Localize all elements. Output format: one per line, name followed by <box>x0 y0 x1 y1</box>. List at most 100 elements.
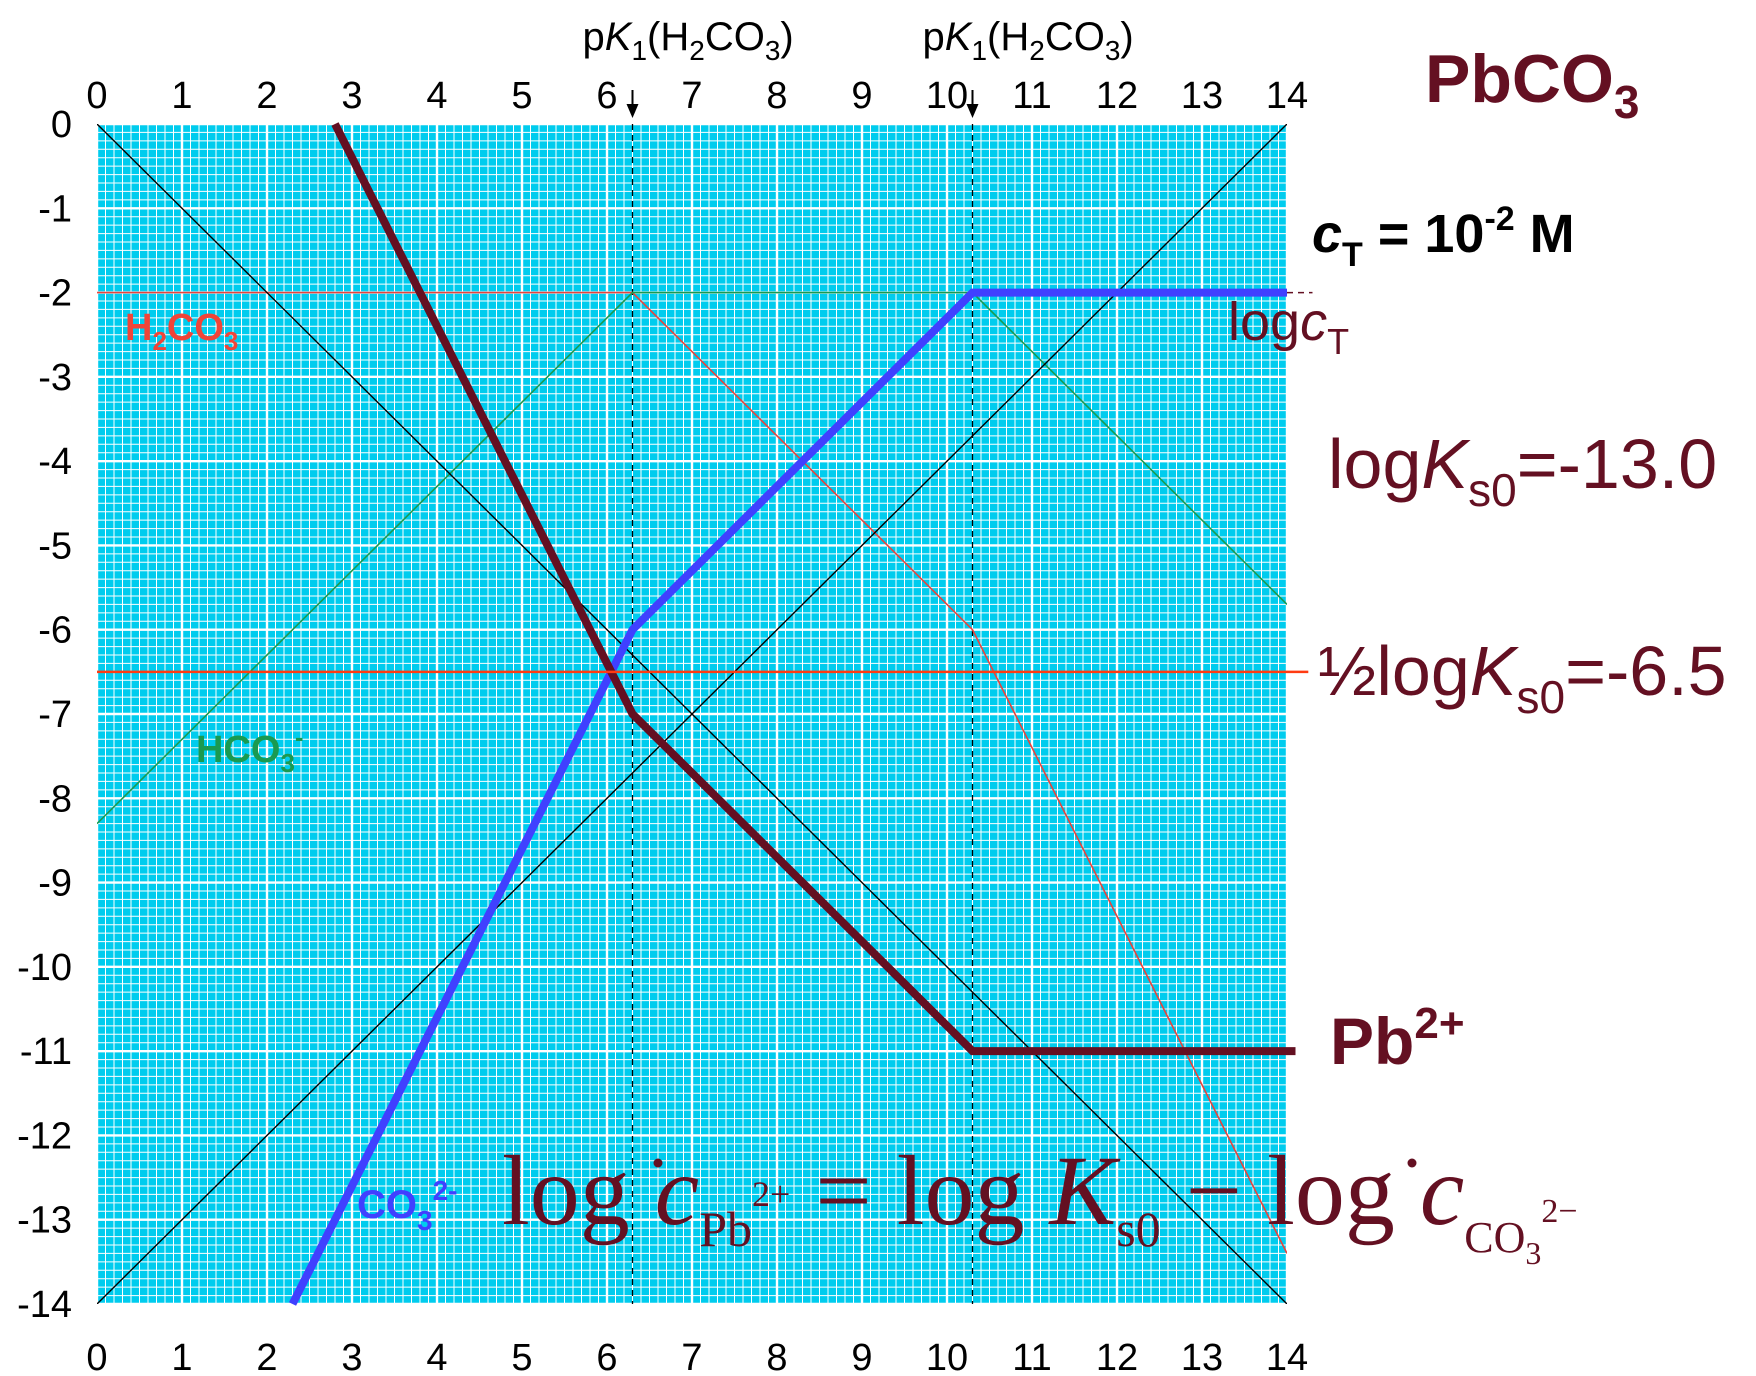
y-tick: -3 <box>38 357 72 399</box>
x-tick-bottom: 10 <box>926 1337 968 1376</box>
pk-label-part: 3 <box>1105 35 1121 66</box>
chart-title-main: PbCO <box>1425 41 1614 117</box>
x-tick-top: 8 <box>766 75 787 117</box>
axis-ticks: 0011223344556677889910101111121213131414… <box>17 75 1308 1376</box>
log-ks0-sub: s0 <box>1468 464 1517 516</box>
y-tick: -2 <box>38 273 72 315</box>
x-tick-bottom: 13 <box>1181 1337 1223 1376</box>
eq-sub2b: 3 <box>1525 1235 1541 1271</box>
x-tick-bottom: 8 <box>766 1337 787 1376</box>
x-tick-bottom: 4 <box>426 1337 447 1376</box>
pk-label-part: CO <box>1045 15 1105 59</box>
x-tick-bottom: 3 <box>341 1337 362 1376</box>
log-ct-label: logcT <box>1228 292 1349 362</box>
log-ks0-log: log <box>1328 425 1421 503</box>
y-tick: -7 <box>38 694 72 736</box>
y-tick: -10 <box>17 947 72 989</box>
log-ks0-label: logKs0=-13.0 <box>1328 425 1717 516</box>
ct-label: cT = 10-2 M <box>1312 200 1575 274</box>
y-tick: -12 <box>17 1115 72 1157</box>
pk-label-part: 3 <box>765 35 781 66</box>
hco3-sub: 3 <box>280 748 294 778</box>
co3-sup: 2- <box>433 1175 458 1206</box>
y-tick: -4 <box>38 441 72 483</box>
pb-sup: 2+ <box>1414 999 1464 1048</box>
x-tick-bottom: 9 <box>851 1337 872 1376</box>
pk-label-part: 2 <box>689 35 705 66</box>
co3-main: CO <box>357 1183 417 1227</box>
series-lines <box>97 122 1313 1306</box>
x-tick-top: 10 <box>926 75 968 117</box>
y-tick: -14 <box>17 1284 72 1326</box>
x-tick-bottom: 14 <box>1266 1337 1308 1376</box>
hco3-sup: - <box>295 722 304 752</box>
series-line-hco3- <box>97 291 1287 825</box>
chart-title: PbCO3 <box>1425 41 1640 128</box>
eq-k: K <box>1048 1135 1121 1246</box>
ct-c: c <box>1312 204 1342 264</box>
h2co3-sub2: 3 <box>224 326 238 356</box>
pk-arrow-head <box>966 104 979 118</box>
x-tick-bottom: 1 <box>171 1337 192 1376</box>
x-tick-bottom: 12 <box>1096 1337 1138 1376</box>
ct-eq: = 10 <box>1363 204 1485 264</box>
x-tick-top: 0 <box>86 75 107 117</box>
eq-sub1: Pb <box>699 1201 752 1257</box>
pk-label-part: ) <box>780 15 793 59</box>
pb-main: Pb <box>1330 1004 1414 1078</box>
eq-log3: − log <box>1161 1135 1420 1246</box>
x-tick-bottom: 0 <box>86 1337 107 1376</box>
pk-label-part: (H <box>987 15 1029 59</box>
pk-label-part: ) <box>1120 15 1133 59</box>
eq-c1: c <box>655 1135 699 1246</box>
series-line-co3-2- <box>288 288 1287 1306</box>
series-line-log-oh- <box>97 124 1287 1304</box>
eq-log1: log <box>502 1135 655 1246</box>
eq-c2: c <box>1420 1135 1464 1246</box>
h2co3-co: CO <box>167 307 224 349</box>
pk-label-part: 1 <box>631 35 647 66</box>
pk-label-part: (H <box>647 15 689 59</box>
half-log-ks0-value: =-6.5 <box>1565 632 1727 710</box>
pk-label-part: 2 <box>1029 35 1045 66</box>
x-tick-top: 1 <box>171 75 192 117</box>
log-ks0-value: =-13.0 <box>1517 425 1717 503</box>
co3-series-label: CO32- <box>357 1175 457 1236</box>
y-tick: -6 <box>38 610 72 652</box>
series-line-pb2- <box>331 122 1296 1056</box>
log-ct-sub: T <box>1327 321 1349 362</box>
x-tick-top: 2 <box>256 75 277 117</box>
eq-dot-1 <box>653 1158 663 1168</box>
x-tick-top: 4 <box>426 75 447 117</box>
half-log-ks0-k: K <box>1470 632 1520 710</box>
pk-label-part: CO <box>705 15 765 59</box>
x-tick-bottom: 5 <box>511 1337 532 1376</box>
h2co3-h: H <box>125 307 152 349</box>
ct-sup: -2 <box>1484 200 1514 238</box>
hco3-series-label: HCO3- <box>196 722 304 778</box>
half-log-ks0-half: ½log <box>1318 632 1470 710</box>
x-tick-bottom: 11 <box>1012 1337 1051 1376</box>
h2co3-sub: 2 <box>152 326 166 356</box>
ct-unit: M <box>1515 204 1575 264</box>
log-ct-log: log <box>1228 292 1300 352</box>
x-tick-top: 11 <box>1012 75 1051 117</box>
pk-label: pK1(H2CO3) <box>583 15 794 66</box>
half-log-ks0-label: ½logKs0=-6.5 <box>1318 632 1727 723</box>
y-tick: -11 <box>20 1031 72 1073</box>
solubility-equation: log cPb2+ = log Ks0 − log cCO32− <box>502 1135 1578 1271</box>
y-tick: -1 <box>38 188 72 230</box>
y-tick: -13 <box>17 1200 72 1242</box>
eq-dot-2 <box>1407 1158 1417 1168</box>
half-log-ks0-sub: s0 <box>1517 671 1566 723</box>
log-ks0-k: K <box>1421 425 1471 503</box>
ct-sub: T <box>1342 236 1363 274</box>
x-tick-top: 5 <box>511 75 532 117</box>
x-tick-top: 14 <box>1266 75 1308 117</box>
eq-sub2: CO <box>1464 1213 1525 1262</box>
x-tick-bottom: 2 <box>256 1337 277 1376</box>
eq-mid: = log <box>790 1135 1049 1246</box>
y-tick: -5 <box>38 525 72 567</box>
x-tick-top: 9 <box>851 75 872 117</box>
